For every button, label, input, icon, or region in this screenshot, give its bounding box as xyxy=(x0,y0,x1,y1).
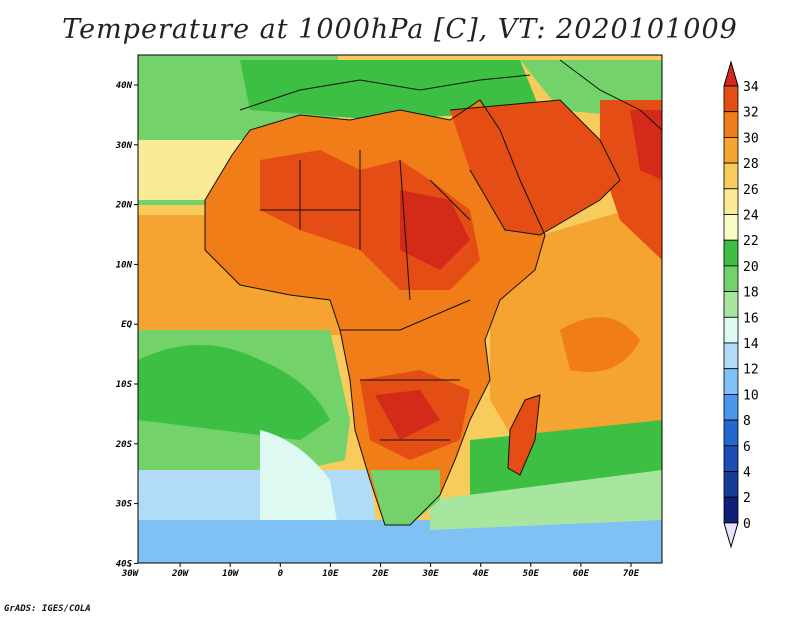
lat-label: EQ xyxy=(121,320,132,330)
colorbar-segment xyxy=(723,471,739,498)
colorbar-label: 32 xyxy=(743,106,759,121)
lat-label: 10N xyxy=(116,260,133,270)
colorbar-label: 30 xyxy=(743,131,759,146)
colorbar-label: 26 xyxy=(743,183,759,198)
colorbar-segment xyxy=(723,291,739,318)
colorbar-label: 18 xyxy=(743,286,759,301)
lat-label: 20S xyxy=(115,440,133,450)
lat-label: 40N xyxy=(116,81,133,91)
colorbar-segment xyxy=(723,188,739,215)
lon-label: 30W xyxy=(121,569,140,579)
temperature-field xyxy=(138,55,662,563)
map-title: Temperature at 1000hPa [C], VT: 20201010… xyxy=(62,14,738,45)
lon-label: 40E xyxy=(473,569,490,579)
colorbar-segment xyxy=(723,445,739,472)
colorbar-segment xyxy=(723,136,739,164)
colorbar-label: 24 xyxy=(743,209,759,224)
colorbar-label: 20 xyxy=(743,260,759,275)
colorbar-segment xyxy=(723,342,739,370)
colorbar-segment xyxy=(723,162,739,190)
lat-label: 40S xyxy=(116,559,133,569)
colorbar-label: 22 xyxy=(743,234,759,249)
colorbar-segment xyxy=(723,393,739,421)
lon-label: 10W xyxy=(222,569,240,579)
colorbar-label: 10 xyxy=(743,388,759,403)
colorbar-label: 8 xyxy=(743,414,751,429)
credit-text: GrADS: IGES/COLA xyxy=(4,604,91,614)
colorbar-label: 4 xyxy=(743,466,751,481)
colorbar-segment xyxy=(723,419,739,447)
colorbar-segment xyxy=(723,265,739,292)
colorbar-segment xyxy=(723,111,739,138)
colorbar-top-arrow xyxy=(723,60,739,87)
lat-label: 30S xyxy=(115,500,133,510)
colorbar-segment xyxy=(723,368,739,395)
lon-label: 30E xyxy=(421,569,439,579)
colorbar-segment xyxy=(723,214,739,241)
colorbar xyxy=(723,60,739,549)
colorbar-label: 28 xyxy=(743,157,759,172)
colorbar-bottom-arrow xyxy=(723,522,739,549)
lon-label: 20W xyxy=(171,569,190,579)
colorbar-segment xyxy=(723,85,739,113)
map-frame xyxy=(137,54,663,564)
lat-label: 10S xyxy=(116,380,133,390)
colorbar-label: 12 xyxy=(743,363,759,378)
lon-label: 0 xyxy=(278,569,284,579)
colorbar-segment xyxy=(723,239,739,267)
lon-label: 60E xyxy=(573,569,590,579)
colorbar-label: 14 xyxy=(743,337,759,352)
colorbar-label: 34 xyxy=(743,80,759,95)
colorbar-label: 0 xyxy=(743,517,751,532)
colorbar-label: 6 xyxy=(743,440,751,455)
lon-label: 70E xyxy=(623,569,640,579)
colorbar-label: 16 xyxy=(743,311,759,326)
colorbar-segment xyxy=(723,316,739,344)
lon-label: 20E xyxy=(371,569,389,579)
colorbar-label: 2 xyxy=(743,491,751,506)
lat-label: 30N xyxy=(115,141,133,151)
lat-label: 20N xyxy=(115,201,133,211)
lon-label: 50E xyxy=(523,569,540,579)
lon-label: 10E xyxy=(322,569,339,579)
colorbar-segment xyxy=(723,496,739,524)
